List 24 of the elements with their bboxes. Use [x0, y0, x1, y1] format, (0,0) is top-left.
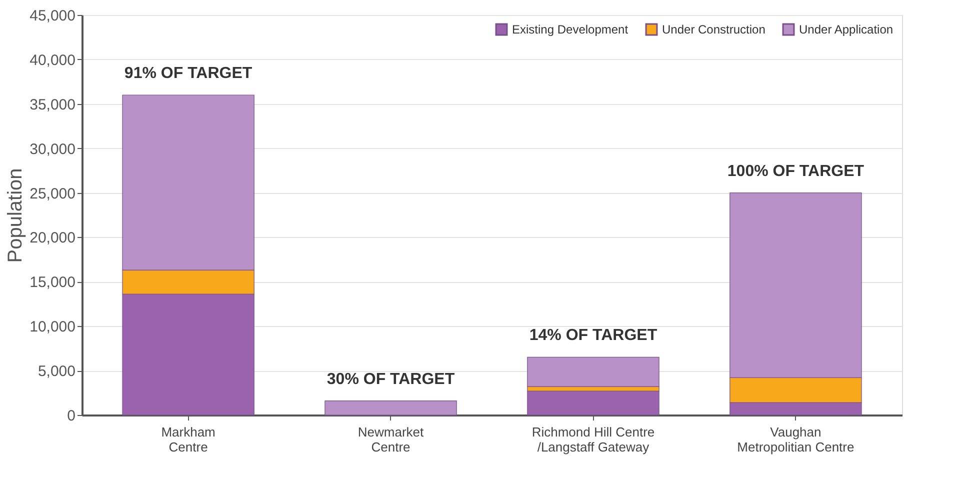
y-tick-label: 40,000 — [30, 52, 76, 69]
x-tick-label: Newmarket Centre — [358, 424, 424, 454]
y-axis-title: Population — [4, 168, 27, 263]
y-tick-label: 35,000 — [30, 96, 76, 114]
y-tick-label: 10,000 — [30, 318, 76, 336]
x-tick-label: Richmond Hill Centre /Langstaff Gateway — [532, 424, 655, 454]
bar — [324, 400, 457, 416]
y-tick-label: 20,000 — [30, 230, 76, 247]
y-tick-label: 30,000 — [30, 140, 76, 158]
legend-label: Under Construction — [662, 22, 766, 37]
annotation: 91% OF TARGET — [124, 65, 252, 82]
bar — [527, 390, 660, 416]
annotation: 30% OF TARGET — [326, 370, 455, 388]
legend-label: Existing Development — [512, 22, 629, 37]
x-tick-label: Vaughan Metropolitian Centre — [737, 424, 854, 454]
y-tick-label: 25,000 — [30, 185, 76, 202]
y-tick-label: 0 — [67, 408, 76, 424]
annotation: 14% OF TARGET — [529, 327, 658, 344]
annotation: 100% OF TARGET — [727, 162, 864, 180]
x-tick-label: Markham Centre — [161, 424, 216, 454]
y-tick-label: 15,000 — [30, 274, 76, 292]
y-tick-label: 45,000 — [30, 8, 76, 24]
legend-label: Under Application — [799, 22, 894, 37]
y-tick-label: 5,000 — [38, 363, 76, 380]
